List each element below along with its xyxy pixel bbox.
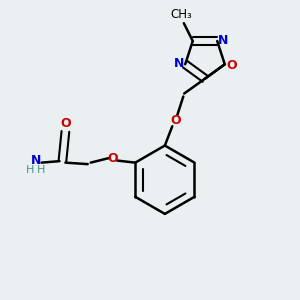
Text: O: O bbox=[226, 59, 237, 72]
Text: H: H bbox=[26, 165, 34, 175]
Text: O: O bbox=[60, 118, 71, 130]
Text: N: N bbox=[218, 34, 228, 46]
Text: N: N bbox=[173, 57, 184, 70]
Text: H: H bbox=[37, 165, 45, 175]
Text: N: N bbox=[31, 154, 41, 167]
Text: CH₃: CH₃ bbox=[170, 8, 192, 21]
Text: O: O bbox=[108, 152, 118, 165]
Text: O: O bbox=[170, 114, 181, 127]
